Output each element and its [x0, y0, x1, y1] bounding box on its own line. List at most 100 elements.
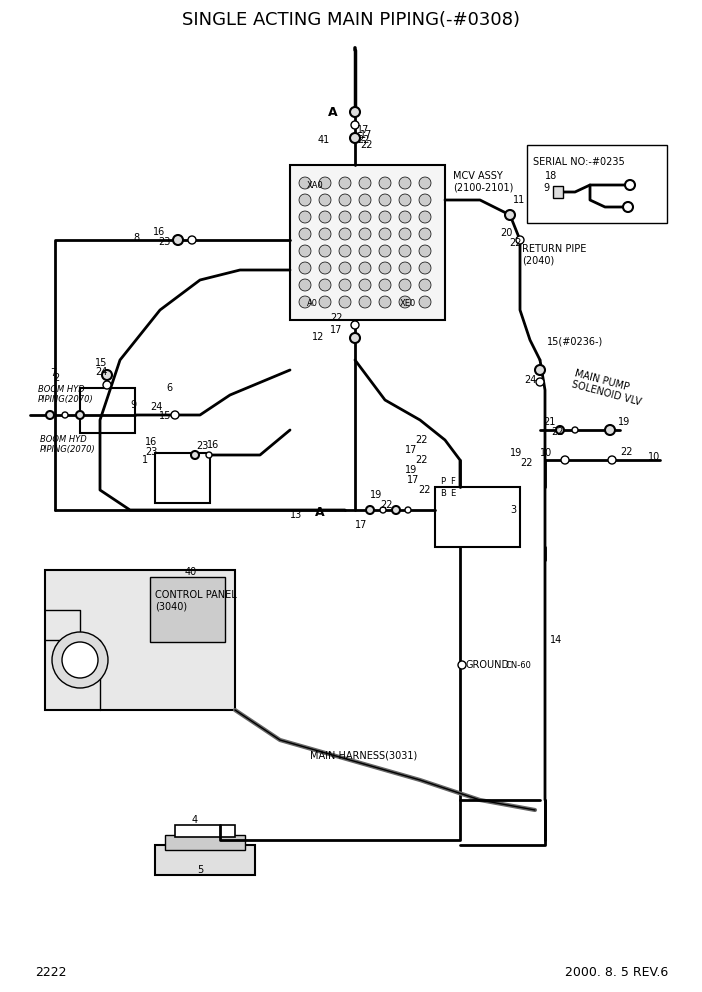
Circle shape [359, 228, 371, 240]
Circle shape [103, 381, 111, 389]
Circle shape [605, 425, 615, 435]
Text: 17: 17 [405, 445, 418, 455]
Text: 24: 24 [524, 375, 536, 385]
Circle shape [419, 262, 431, 274]
Circle shape [299, 228, 311, 240]
Text: P: P [440, 477, 445, 486]
Text: MAIN PUMP
SOLENOID VLV: MAIN PUMP SOLENOID VLV [570, 368, 644, 408]
Circle shape [299, 211, 311, 223]
Bar [553, 186, 563, 198]
Circle shape [608, 456, 616, 464]
Circle shape [339, 245, 351, 257]
Text: 16: 16 [145, 437, 157, 447]
Text: A: A [315, 506, 324, 519]
Circle shape [350, 133, 360, 143]
Circle shape [351, 321, 359, 329]
Text: 23: 23 [158, 237, 171, 247]
Text: 17: 17 [407, 475, 419, 485]
Circle shape [379, 279, 391, 291]
Circle shape [339, 279, 351, 291]
Circle shape [188, 236, 196, 244]
Text: 16: 16 [153, 227, 165, 237]
Circle shape [399, 177, 411, 189]
Circle shape [405, 507, 411, 513]
Text: 12: 12 [312, 332, 324, 342]
Circle shape [379, 296, 391, 308]
Circle shape [379, 177, 391, 189]
Text: 13: 13 [290, 510, 303, 520]
Text: 19: 19 [618, 417, 630, 427]
Bar [175, 825, 235, 837]
Text: SINGLE ACTING MAIN PIPING(-#0308): SINGLE ACTING MAIN PIPING(-#0308) [182, 11, 520, 29]
Text: MAIN HARNESS(3031): MAIN HARNESS(3031) [310, 750, 417, 760]
Bar [155, 453, 210, 503]
Circle shape [171, 411, 179, 419]
Circle shape [379, 262, 391, 274]
Circle shape [173, 235, 183, 245]
Text: 21: 21 [543, 417, 555, 427]
Bar [155, 845, 255, 875]
Bar [435, 487, 520, 547]
Text: 7: 7 [50, 368, 56, 378]
Polygon shape [45, 570, 235, 710]
Circle shape [206, 452, 212, 458]
Circle shape [399, 262, 411, 274]
Text: 22: 22 [380, 500, 392, 510]
Circle shape [380, 507, 386, 513]
Circle shape [536, 378, 544, 386]
Circle shape [62, 642, 98, 678]
Circle shape [299, 279, 311, 291]
Text: 22: 22 [330, 313, 343, 323]
Circle shape [359, 262, 371, 274]
Circle shape [52, 632, 108, 688]
Circle shape [319, 245, 331, 257]
Text: 14: 14 [550, 635, 562, 645]
Circle shape [419, 279, 431, 291]
Circle shape [359, 211, 371, 223]
Circle shape [339, 296, 351, 308]
Circle shape [419, 177, 431, 189]
Text: 22: 22 [520, 458, 533, 468]
Circle shape [623, 202, 633, 212]
Text: BOOM HYD
PIPING(2070): BOOM HYD PIPING(2070) [40, 435, 95, 454]
Text: 5: 5 [197, 865, 203, 875]
Text: 23: 23 [145, 447, 157, 457]
Circle shape [419, 211, 431, 223]
Circle shape [399, 245, 411, 257]
Text: BOOM HYD
PIPING(2070): BOOM HYD PIPING(2070) [38, 385, 94, 405]
Text: CONTROL PANEL
(3040): CONTROL PANEL (3040) [155, 590, 237, 612]
Text: 24: 24 [150, 402, 162, 412]
Circle shape [399, 279, 411, 291]
Circle shape [350, 107, 360, 117]
Text: 4: 4 [192, 815, 198, 825]
Text: GROUND: GROUND [466, 660, 510, 670]
Text: 19: 19 [510, 448, 522, 458]
Circle shape [379, 245, 391, 257]
Circle shape [299, 296, 311, 308]
Text: 22: 22 [509, 238, 522, 248]
Text: 18: 18 [545, 171, 557, 181]
Text: A0: A0 [307, 299, 318, 308]
Circle shape [625, 180, 635, 190]
Text: 41: 41 [318, 135, 330, 145]
Text: 1: 1 [142, 455, 148, 465]
Circle shape [359, 245, 371, 257]
Text: 24: 24 [95, 367, 107, 377]
Circle shape [339, 228, 351, 240]
Text: 22: 22 [415, 455, 428, 465]
Circle shape [379, 194, 391, 206]
Text: 22: 22 [415, 435, 428, 445]
Circle shape [399, 194, 411, 206]
Text: 2: 2 [54, 373, 60, 383]
Circle shape [299, 262, 311, 274]
Circle shape [319, 279, 331, 291]
Circle shape [191, 451, 199, 459]
Text: 20: 20 [500, 228, 512, 238]
Circle shape [458, 661, 466, 669]
Circle shape [339, 211, 351, 223]
Circle shape [359, 279, 371, 291]
Circle shape [319, 194, 331, 206]
Circle shape [339, 262, 351, 274]
Text: CN-60: CN-60 [505, 661, 531, 670]
Circle shape [561, 456, 569, 464]
